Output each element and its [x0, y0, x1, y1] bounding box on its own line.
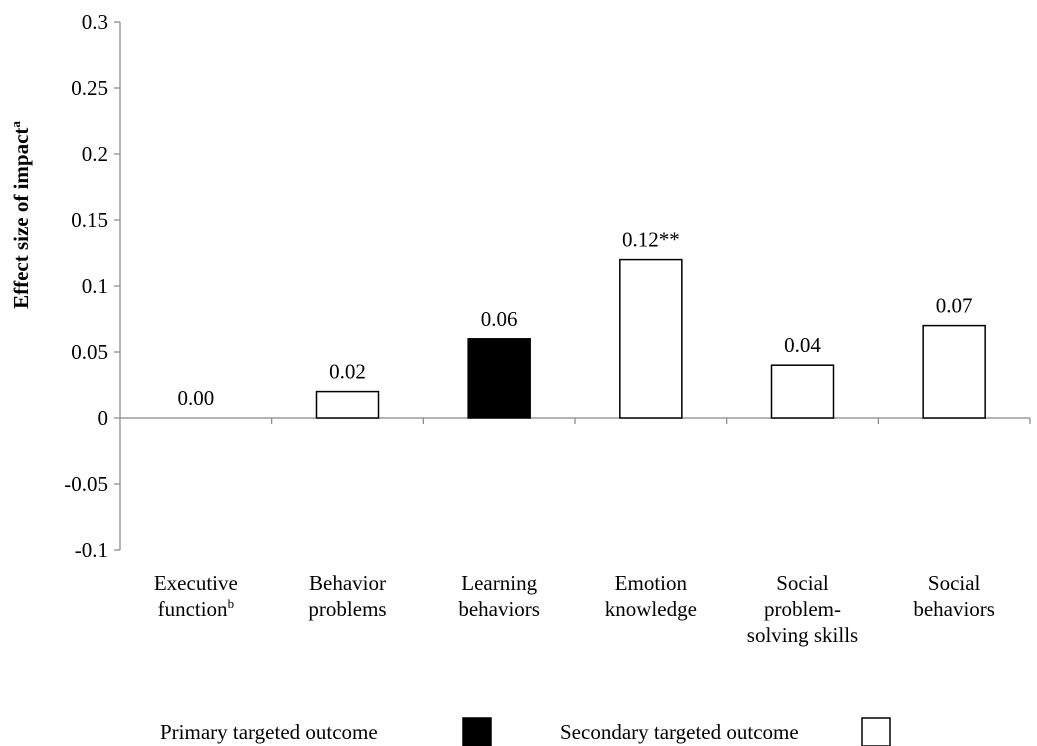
y-tick-label: -0.1	[75, 538, 108, 562]
data-label: 0.02	[329, 360, 366, 384]
bar	[770, 364, 835, 419]
y-axis-label-text: Effect size of impact	[9, 128, 33, 309]
category-label: solving skills	[747, 623, 858, 647]
data-label: 0.00	[177, 386, 214, 410]
category-label: behaviors	[913, 597, 995, 621]
y-tick-label: -0.05	[64, 472, 108, 496]
y-tick-label: 0.2	[82, 142, 108, 166]
category-label: problem-	[764, 597, 841, 621]
category-label: behaviors	[458, 597, 540, 621]
bar	[315, 390, 380, 419]
bar	[922, 324, 986, 419]
plot-area: -0.1 -0.05 0 0.05 0.1 0.15 0.2 0.25 0.3 0.00 Execu…	[64, 10, 1031, 647]
bar	[467, 338, 531, 419]
category-label: Social	[928, 571, 981, 595]
y-tick-label: 0.25	[71, 76, 108, 100]
category-label: Executive	[154, 571, 238, 595]
data-label: 0.07	[936, 294, 973, 318]
legend-swatch	[462, 717, 492, 746]
y-tick-label: 0.3	[82, 10, 108, 34]
category-label: functionb	[158, 596, 234, 621]
category-label: problems	[308, 597, 386, 621]
category-label: Emotion	[615, 571, 688, 595]
y-tick-label: 0.15	[71, 208, 108, 232]
y-tick-label: 0	[98, 406, 109, 430]
y-tick-label: 0.1	[82, 274, 108, 298]
category-label: Behavior	[309, 571, 386, 595]
legend-label: Secondary targeted outcome	[560, 720, 799, 744]
category-label: Social	[776, 571, 829, 595]
y-axis-label-superscript: a	[8, 121, 23, 128]
legend-label: Primary targeted outcome	[160, 720, 378, 744]
bar	[619, 258, 683, 419]
y-axis-label: Effect size of impacta	[8, 121, 33, 309]
data-label: 0.06	[481, 307, 518, 331]
legend: Primary targeted outcome Secondary target…	[160, 717, 891, 746]
data-label: 0.04	[784, 333, 821, 357]
legend-swatch	[861, 717, 891, 746]
category-label: knowledge	[605, 597, 697, 621]
category-label: Learning	[461, 571, 537, 595]
data-label: 0.12**	[622, 228, 680, 252]
y-tick-label: 0.05	[71, 340, 108, 364]
